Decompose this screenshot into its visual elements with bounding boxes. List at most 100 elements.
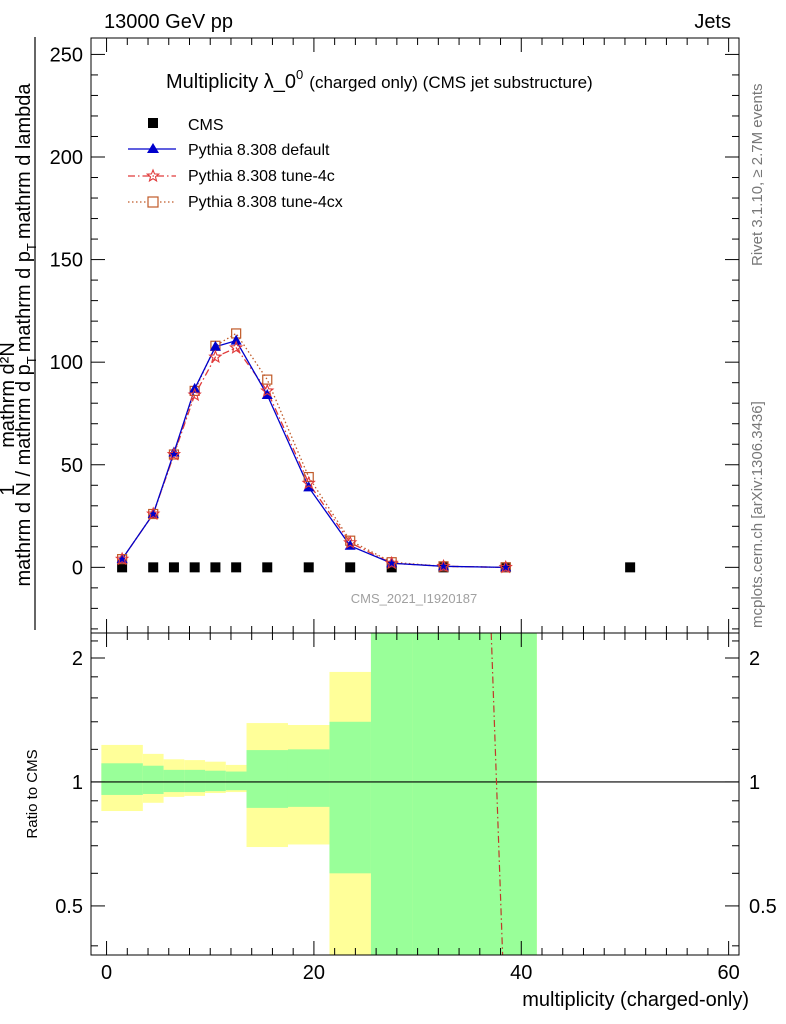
legend-default-label: Pythia 8.308 default (188, 142, 330, 159)
ratio-y-axis-label: Ratio to CMS (24, 749, 41, 838)
stat-band (412, 633, 537, 955)
legend-entry-tune-4c: Pythia 8.308 tune-4c (128, 168, 335, 185)
y-tick-label: 0 (72, 557, 83, 579)
legend-star-shape (145, 168, 161, 183)
tune-4c-point (436, 558, 451, 573)
y-tick-label: 100 (50, 352, 83, 374)
legend-cms-label: CMS (188, 117, 224, 134)
ratio-y-tick-label-left: 1 (72, 772, 83, 794)
stat-band (329, 721, 371, 874)
y-axis-label-denom-sub1: T (24, 356, 39, 364)
chart-title-superscript: 0 (296, 67, 303, 82)
legend-tune4c-marker (145, 168, 161, 183)
stat-band (101, 763, 143, 795)
y-axis-label-denom-part1: mathrm d N / mathrm d p (13, 364, 35, 586)
y-axis-label-denom-sub2: T (24, 243, 39, 251)
legend-default-marker (147, 143, 159, 153)
cms-point (148, 562, 159, 573)
tune-4c-point (343, 535, 358, 549)
tune-4c-line (121, 347, 506, 568)
y-tick-label: 250 (50, 44, 83, 66)
cms-point (303, 562, 314, 573)
top-plot-area (114, 328, 636, 574)
stat-band (205, 770, 226, 792)
ratio-axes: 0.5 0.51 12 20 20 40 60 (55, 633, 777, 984)
default-point (209, 340, 221, 351)
tune-4c-point (301, 475, 316, 490)
cms-point (168, 562, 179, 573)
category-label: Jets (694, 11, 731, 33)
legend-tune4cx-marker (147, 196, 159, 208)
tune-4cx-line (121, 332, 506, 568)
tune-4c-point (187, 387, 202, 402)
tune-4c-point (166, 446, 182, 461)
y-axis-label-numerator: mathrm d²N (0, 342, 19, 448)
energy-label: 13000 GeV pp (104, 11, 233, 33)
tune-4cx-point (262, 374, 273, 385)
mcplots-label: mcplots.cern.ch [arXiv:1306.3436] (749, 401, 766, 628)
stat-band (163, 769, 185, 793)
ratio-y-tick-label-right: 0.5 (749, 896, 777, 918)
chart-subtitle: (charged only) (CMS jet substructure) (309, 73, 592, 92)
x-tick-label: 20 (303, 962, 325, 984)
stat-band (142, 765, 164, 794)
y-tick-label: 50 (61, 455, 83, 477)
default-point (168, 446, 180, 457)
tune-4c-point (208, 349, 223, 364)
ratio-tune-line (490, 633, 504, 955)
ratio-y-tick-label-left: 0.5 (55, 896, 83, 918)
y-axis-label-prefix: 1 (0, 484, 19, 495)
x-axis-label: multiplicity (charged-only) (522, 989, 749, 1011)
legend-entry-default: Pythia 8.308 default (128, 142, 330, 159)
tune-4c-point (114, 551, 130, 566)
legend-entry-cms: CMS (148, 117, 224, 134)
ratio-y-tick-label-right: 2 (749, 648, 760, 670)
ratio-panel: 0.5 0.51 12 20 20 40 60 Ratio to CMS multiplic… (24, 632, 777, 1011)
ratio-y-tick-label-left: 2 (72, 648, 83, 670)
cms-point (231, 562, 242, 573)
legend-tune4c-label: Pythia 8.308 tune-4c (188, 168, 335, 185)
cms-point (117, 562, 128, 573)
x-tick-label: 0 (101, 962, 112, 984)
legend: CMS Pythia 8.308 default Pythia 8.308 tu… (128, 117, 343, 211)
chart-title-main: Multiplicity λ_0 (166, 71, 296, 93)
cms-point (189, 562, 200, 573)
y-axis-label-denom-part3: mathrm d lambda (13, 83, 35, 239)
analysis-watermark: CMS_2021_I1920187 (351, 591, 478, 606)
y-axis-label: 1 mathrm d²N mathrm d N / mathrm d pTmat… (0, 37, 39, 630)
tune-4c-point (146, 506, 161, 521)
top-axes: 0 50 100 150 200 250 (50, 38, 739, 633)
y-axis-label-numerator-text: mathrm d²N (0, 342, 19, 448)
tune-4c-point (498, 559, 513, 574)
cms-point (625, 562, 636, 573)
y-tick-label: 150 (50, 250, 83, 272)
y-axis-label-denominator: mathrm d N / mathrm d pTmathrm d pTmathr… (13, 83, 39, 587)
stat-band (184, 769, 206, 793)
rivet-version-label: Rivet 3.1.10, ≥ 2.7M events (749, 84, 766, 267)
ratio-plot-frame (90, 632, 740, 956)
cms-point (345, 562, 356, 573)
stat-band (225, 771, 247, 791)
chart-title: Multiplicity λ_00 (charged only) (CMS jet… (166, 67, 593, 93)
tune-4c-point (384, 555, 399, 570)
stat-band (287, 749, 330, 807)
stat-band (246, 750, 288, 808)
legend-entry-tune-4cx: Pythia 8.308 tune-4cx (128, 194, 343, 211)
x-tick-label: 40 (510, 962, 532, 984)
x-tick-label: 60 (718, 962, 740, 984)
ratio-y-tick-label-right: 1 (749, 772, 760, 794)
legend-tune4cx-label: Pythia 8.308 tune-4cx (188, 194, 343, 211)
default-line (121, 339, 506, 568)
legend-cms-marker (148, 118, 158, 128)
cms-point (262, 562, 273, 573)
cms-point (386, 562, 397, 573)
tune-4c-point (260, 383, 275, 397)
y-axis-label-denom-part2: mathrm d p (13, 251, 35, 352)
y-tick-label: 200 (50, 147, 83, 169)
default-point (230, 334, 242, 345)
tune-4c-point (229, 340, 244, 354)
ratio-plot-area (91, 633, 739, 955)
stat-band (370, 633, 413, 955)
